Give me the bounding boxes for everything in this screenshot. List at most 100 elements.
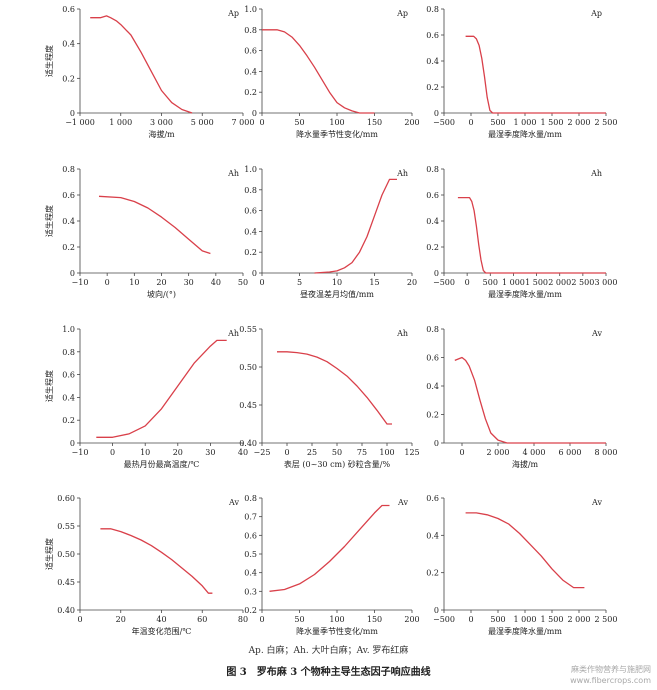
x-tick-label: 150 <box>367 118 382 127</box>
figure-caption: 图 3 罗布麻 3 个物种主导生态因子响应曲线 <box>226 667 431 678</box>
x-tick-label: 100 <box>329 615 344 624</box>
species-tag: Ap <box>227 9 239 18</box>
y-tick-label: 0.55 <box>239 325 257 334</box>
x-axis-label: 最热月份最高温度/℃ <box>124 459 200 469</box>
y-tick-label: 0.2 <box>244 248 257 257</box>
x-axis-label: 降水量季节性变化/mm <box>296 129 378 139</box>
response-curve <box>90 15 193 114</box>
watermark: 麻类作物营养与施肥网 www.fibercrops.com <box>570 664 651 686</box>
response-curve <box>465 512 585 589</box>
x-tick-label: 5 000 <box>191 118 214 127</box>
panel-8: −25 0 25 50 75 100 125 0.40 0.45 0.50 0.55 Ah 表层 (0~… <box>239 325 419 469</box>
x-tick-label: 20 <box>116 615 126 624</box>
x-tick-label: 50 <box>294 118 304 127</box>
y-tick-label: 0.4 <box>244 67 257 76</box>
y-tick-label: 0.4 <box>62 217 75 226</box>
y-tick-label: 0.6 <box>426 494 439 503</box>
x-axis-label: 最湿季度降水量/mm <box>488 289 562 299</box>
y-tick-label: 0.45 <box>57 578 75 587</box>
y-tick-label: 0.6 <box>244 531 257 540</box>
x-tick-label: 0 <box>284 448 289 457</box>
watermark-line-1: 麻类作物营养与施肥网 <box>571 665 651 674</box>
x-tick-label: 1 500 <box>541 615 564 624</box>
response-curve <box>98 195 211 255</box>
x-tick-label: 0 <box>259 118 264 127</box>
y-tick-label: 0.8 <box>426 5 439 14</box>
y-tick-label: 0.8 <box>244 186 257 195</box>
y-tick-label: 0.6 <box>62 5 75 14</box>
y-tick-label: 0.6 <box>426 191 439 200</box>
y-tick-label: 0.2 <box>62 243 75 252</box>
x-tick-label: 50 <box>238 278 248 287</box>
panel-2: 0 50 100 150 200 0 0.2 0.4 0.6 0.8 1.0 Ap 降水量季节性变化/m… <box>244 5 419 139</box>
y-tick-label: 0.4 <box>426 57 439 66</box>
x-tick-label: 2 500 <box>595 615 618 624</box>
x-tick-label: 4 000 <box>523 448 546 457</box>
x-tick-label: 200 <box>404 118 419 127</box>
x-tick-label: 50 <box>332 448 342 457</box>
x-axis-label: 最湿季度降水量/mm <box>488 626 562 636</box>
x-axis-label: 年温变化范围/℃ <box>132 626 192 636</box>
y-tick-label: 0 <box>70 109 75 118</box>
y-tick-label: 0 <box>434 109 439 118</box>
x-tick-label: 2 000 <box>568 118 591 127</box>
x-tick-label: 80 <box>238 615 248 624</box>
y-tick-label: 0.2 <box>426 569 439 578</box>
y-tick-label: 0 <box>434 606 439 615</box>
x-tick-label: 2 000 <box>487 448 510 457</box>
y-tick-label: 0 <box>252 269 257 278</box>
panel-3: −500 0 500 1 000 1 500 2 000 2 50000.20.40.60.… <box>426 5 617 139</box>
y-tick-label: 0.2 <box>426 83 439 92</box>
y-tick-label: 1.0 <box>62 325 75 334</box>
species-legend: Ap. 白麻；Ah. 大叶白麻；Av. 罗布红麻 <box>248 646 409 656</box>
response-curve <box>262 29 375 114</box>
x-axis-label: 坡向/(°) <box>147 289 176 299</box>
response-curve <box>314 178 397 274</box>
species-tag: Ah <box>396 169 408 178</box>
x-tick-label: 30 <box>205 448 215 457</box>
y-tick-label: 0.40 <box>57 606 75 615</box>
y-tick-label: 0.4 <box>426 531 439 540</box>
x-tick-label: 40 <box>156 615 166 624</box>
species-tag: Av <box>228 498 239 507</box>
x-tick-label: 60 <box>197 615 207 624</box>
y-tick-label: 0.4 <box>426 217 439 226</box>
x-tick-label: −10 <box>72 448 89 457</box>
y-tick-label: 0.6 <box>244 207 257 216</box>
y-tick-label: 1.0 <box>244 165 257 174</box>
x-tick-label: 8 000 <box>595 448 618 457</box>
y-tick-label: 0.60 <box>57 494 75 503</box>
y-tick-label: 0.40 <box>239 439 257 448</box>
x-axis-label: 表层 (0~30 cm) 砂粒含量/% <box>284 459 391 469</box>
x-tick-label: 1 500 <box>541 118 564 127</box>
y-tick-label: 0.2 <box>426 411 439 420</box>
x-tick-label: 10 <box>140 448 150 457</box>
y-tick-label: 0.55 <box>57 522 75 531</box>
x-tick-label: 100 <box>329 118 344 127</box>
y-tick-label: 0.45 <box>239 401 257 410</box>
x-tick-label: 200 <box>404 615 419 624</box>
species-tag: Ap <box>396 9 408 18</box>
x-tick-label: 30 <box>184 278 194 287</box>
x-tick-label: −500 <box>433 278 455 287</box>
y-tick-label: 0.8 <box>62 165 75 174</box>
x-tick-label: 50 <box>294 615 304 624</box>
species-tag: Av <box>397 498 408 507</box>
watermark-line-2: www.fibercrops.com <box>570 676 651 685</box>
y-tick-label: 0.2 <box>426 243 439 252</box>
y-tick-label: 0.2 <box>244 88 257 97</box>
x-tick-label: 500 <box>483 278 498 287</box>
x-tick-label: 150 <box>367 615 382 624</box>
x-tick-label: 2 500 <box>571 278 594 287</box>
y-tick-label: 0 <box>70 439 75 448</box>
y-tick-label: 1.0 <box>244 5 257 14</box>
x-tick-label: 20 <box>173 448 183 457</box>
panel-5: 0 5 10 15 20 0 0.2 0.4 0.6 0.8 1.0 Ah 昼夜温差月均值/mm <box>244 165 417 299</box>
panel-6: −500 0 500 1 000 1 500 2 000 2 500 3 00000.20.4… <box>426 165 617 299</box>
y-tick-label: 0.8 <box>244 26 257 35</box>
x-tick-label: 2 000 <box>548 278 571 287</box>
